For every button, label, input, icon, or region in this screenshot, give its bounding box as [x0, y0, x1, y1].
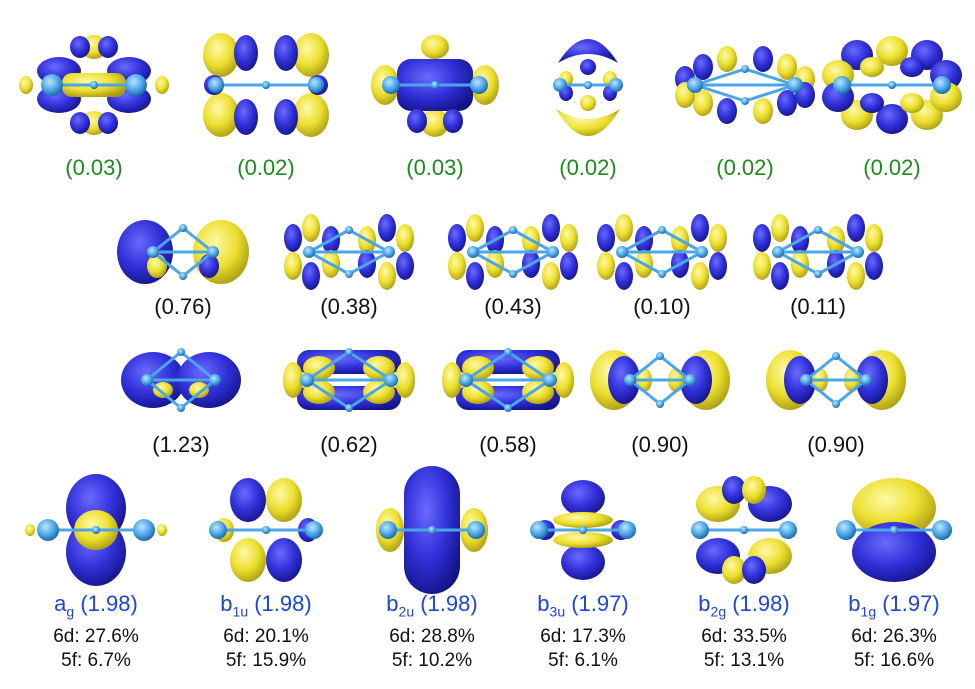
orbital-isosurface: [376, 466, 488, 594]
occupation-label: (0.38): [320, 294, 378, 319]
orbital-isosurface: [203, 33, 329, 137]
occupation-number: (1.98): [254, 591, 312, 616]
occupation-label: (0.90): [631, 432, 689, 457]
composition: 6d: 26.3% 5f: 16.6%: [824, 625, 964, 673]
orbital-isosurface: [442, 348, 574, 412]
orbital-isosurface: [448, 214, 578, 290]
symmetry-label: b1u (1.98): [186, 591, 346, 619]
occupation-number: (1.97): [571, 591, 629, 616]
orbital-isosurface: [822, 36, 962, 134]
orbital-isosurface: [284, 214, 414, 290]
f-contribution: 5f: 6.7%: [61, 650, 131, 671]
orbital-isosurface: [209, 478, 323, 582]
symmetry-subscript: 1u: [232, 603, 249, 620]
occupation-number: (1.98): [80, 591, 138, 616]
orbital-isosurface: [283, 348, 415, 412]
composition: 6d: 27.6% 5f: 6.7%: [26, 625, 166, 673]
occupation-number: (1.98): [732, 591, 790, 616]
orbital-isosurface: [530, 480, 636, 580]
f-contribution: 5f: 6.1%: [548, 650, 618, 671]
orbital-isosurface: [597, 214, 727, 290]
orbital-isosurface: [25, 474, 167, 586]
d-contribution: 6d: 26.3%: [851, 626, 937, 647]
d-contribution: 6d: 28.8%: [389, 626, 475, 647]
f-contribution: 5f: 10.2%: [391, 650, 473, 671]
orbital-isosurface: [675, 46, 815, 124]
symmetry-subscript: 1g: [860, 603, 877, 620]
orbital-isosurface: [691, 476, 797, 584]
occupation-label: (0.03): [406, 155, 464, 180]
composition: 6d: 17.3% 5f: 6.1%: [513, 625, 653, 673]
orbital-isosurface: [121, 348, 241, 412]
occupation-label: (0.03): [65, 155, 123, 180]
composition: 6d: 20.1% 5f: 15.9%: [196, 625, 336, 673]
symmetry-symbol: a: [54, 591, 67, 616]
occupation-label: (0.10): [633, 294, 691, 319]
symmetry-label: ag (1.98): [16, 591, 176, 619]
occupation-label: (0.02): [559, 155, 617, 180]
orbital-isosurface: [371, 35, 499, 137]
occupation-label: (0.11): [790, 294, 846, 319]
d-contribution: 6d: 20.1%: [223, 626, 309, 647]
symmetry-label: b3u (1.97): [503, 591, 663, 619]
symmetry-subscript: g: [66, 603, 75, 620]
orbital-isosurface: [753, 214, 883, 290]
symmetry-symbol: b: [848, 591, 861, 616]
symmetry-subscript: 2u: [398, 603, 415, 620]
occupation-label: (1.23): [152, 432, 210, 457]
orbital-isosurface: [590, 350, 730, 410]
orbital-isosurface: [766, 350, 906, 410]
orbital-isosurface: [553, 39, 623, 136]
composition: 6d: 28.8% 5f: 10.2%: [362, 625, 502, 673]
occupation-label: (0.43): [484, 294, 542, 319]
symmetry-symbol: b: [386, 591, 399, 616]
orbital-isosurface: [117, 220, 249, 284]
occupation-label: (0.62): [320, 432, 378, 457]
d-contribution: 6d: 27.6%: [53, 626, 139, 647]
symmetry-symbol: b: [537, 591, 550, 616]
f-contribution: 5f: 15.9%: [225, 650, 307, 671]
orbital-isosurface: [836, 478, 952, 582]
occupation-number: (1.98): [420, 591, 478, 616]
occupation-label: (0.90): [807, 432, 865, 457]
symmetry-symbol: b: [220, 591, 233, 616]
occupation-label: (0.58): [479, 432, 537, 457]
symmetry-subscript: 2g: [710, 603, 727, 620]
composition: 6d: 33.5% 5f: 13.1%: [674, 625, 814, 673]
occupation-label: (0.02): [716, 155, 774, 180]
d-contribution: 6d: 17.3%: [540, 626, 626, 647]
symmetry-subscript: 3u: [549, 603, 566, 620]
f-contribution: 5f: 13.1%: [703, 650, 785, 671]
orbital-isosurface: [19, 35, 169, 135]
occupation-number: (1.97): [882, 591, 940, 616]
symmetry-label: b1g (1.97): [814, 591, 974, 619]
symmetry-symbol: b: [698, 591, 711, 616]
f-contribution: 5f: 16.6%: [853, 650, 935, 671]
d-contribution: 6d: 33.5%: [701, 626, 787, 647]
occupation-label: (0.76): [154, 294, 212, 319]
occupation-label: (0.02): [863, 155, 921, 180]
symmetry-label: b2g (1.98): [664, 591, 824, 619]
occupation-label: (0.02): [237, 155, 295, 180]
symmetry-label: b2u (1.98): [352, 591, 512, 619]
